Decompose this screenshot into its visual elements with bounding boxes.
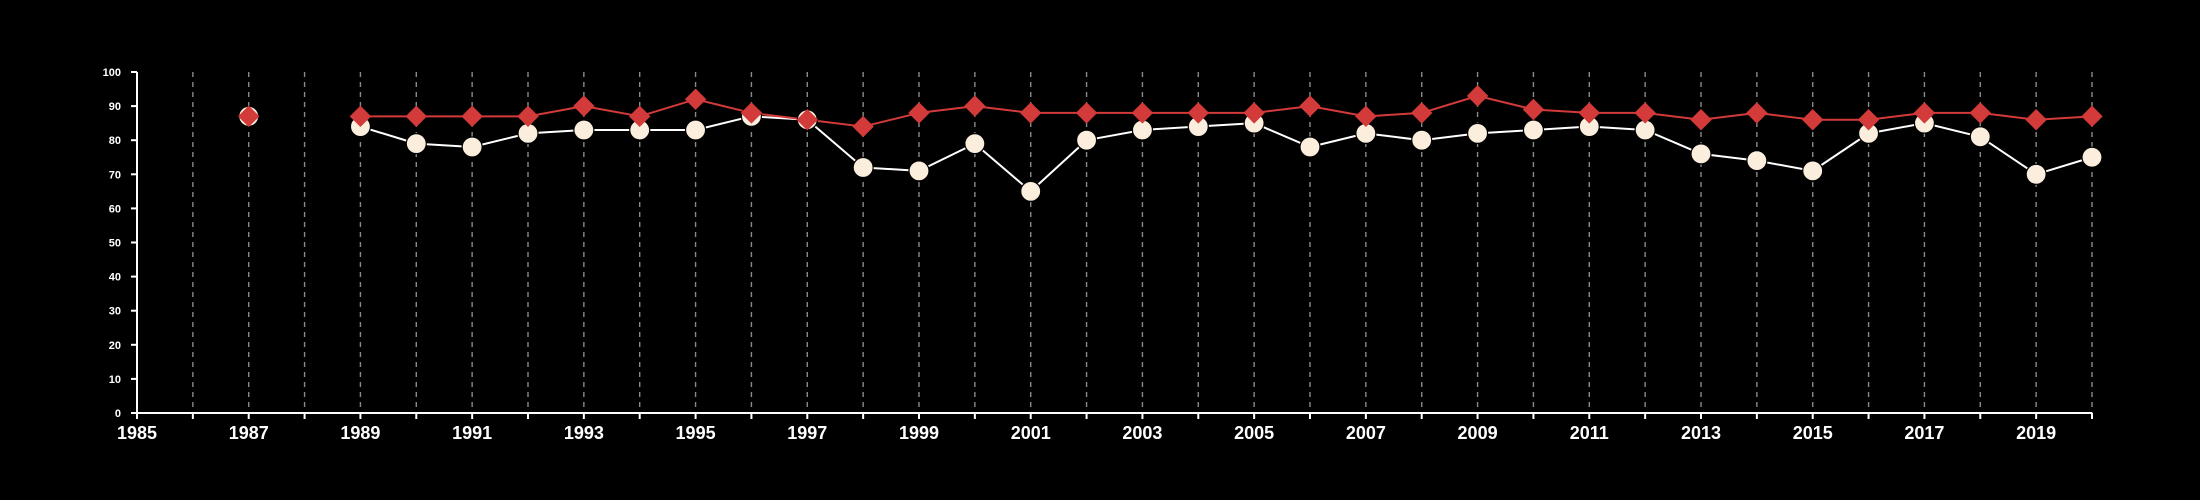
x-tick-label: 1987	[229, 423, 269, 443]
x-tick-label: 2005	[1234, 423, 1274, 443]
series-b-point-1994	[629, 105, 651, 128]
y-tick-label: 60	[109, 203, 121, 215]
y-tick-label: 20	[109, 340, 121, 352]
series-b-point-2011	[1578, 102, 1600, 124]
series-b-point-1991	[461, 105, 483, 128]
y-tick-label: 30	[109, 306, 121, 318]
series-a-point-1998	[852, 156, 874, 179]
x-tick-label: 2003	[1122, 423, 1162, 443]
series-a-point-2013	[1690, 143, 1712, 165]
series-a-point-2015	[1802, 160, 1824, 182]
series-a-point-1999	[908, 160, 930, 182]
series-a-point-2010	[1522, 119, 1545, 141]
y-tick-label: 10	[109, 374, 121, 386]
x-tick-label: 2009	[1458, 423, 1498, 443]
series-b-point-2002	[1075, 102, 1098, 124]
series-markers	[238, 85, 2103, 202]
series-b-point-1993	[573, 95, 595, 117]
series-lines	[360, 94, 2093, 193]
tick-labels: 1985 1987 1989 1991 1993 1995 1997 1999 2001 2003…	[103, 67, 2057, 443]
series-b-line	[360, 94, 2093, 128]
series-a-point-2014	[1746, 150, 1768, 172]
y-tick-label: 100	[103, 67, 121, 79]
series-a-point-2002	[1075, 129, 1098, 151]
series-b-point-2000	[964, 95, 986, 117]
x-tick-label: 1993	[564, 423, 604, 443]
x-tick-label: 2007	[1346, 423, 1386, 443]
series-a-point-2000	[964, 133, 986, 155]
series-b-point-2005	[1243, 102, 1265, 124]
series-b-point-2018	[1969, 102, 1991, 124]
series-b-point-1990	[405, 105, 427, 128]
series-b-point-2006	[1299, 95, 1321, 117]
x-tick-label: 1989	[340, 423, 380, 443]
y-tick-label: 0	[115, 408, 121, 420]
y-tick-label: 80	[109, 135, 121, 147]
series-b-point-2017	[1913, 102, 1936, 124]
series-b-point-2004	[1187, 102, 1209, 124]
series-b-point-2007	[1355, 105, 1377, 128]
x-tick-label: 2017	[1904, 423, 1944, 443]
series-b-point-2009	[1466, 85, 1489, 107]
series-a-point-2018	[1969, 126, 1991, 148]
series-a-line	[360, 115, 2093, 193]
series-a-point-1991	[461, 136, 483, 158]
series-b-point-1989	[349, 105, 372, 128]
series-b-point-1997	[796, 109, 818, 131]
series-a-point-2008	[1411, 129, 1433, 151]
series-b-point-2012	[1634, 102, 1656, 124]
series-b-point-1995	[684, 88, 707, 110]
series-a-point-2006	[1299, 136, 1321, 158]
series-a-point-2020	[2081, 146, 2103, 168]
series-b-point-2010	[1522, 98, 1545, 121]
series-b-point-1999	[908, 102, 930, 124]
series-b-point-2013	[1690, 109, 1712, 131]
series-b-point-2003	[1131, 102, 1154, 124]
series-b-point-2019	[2025, 109, 2047, 131]
y-tick-label: 70	[109, 169, 121, 181]
x-tick-label: 1997	[787, 423, 827, 443]
y-tick-label: 40	[109, 272, 121, 284]
x-tick-label: 1999	[899, 423, 939, 443]
series-b-point-1992	[517, 105, 539, 128]
x-tick-label: 2001	[1011, 423, 1051, 443]
x-tick-label: 2019	[2016, 423, 2056, 443]
series-a-point-2019	[2025, 163, 2047, 185]
series-b-point-2015	[1802, 109, 1824, 131]
x-tick-label: 2015	[1793, 423, 1833, 443]
grid-lines	[192, 72, 2093, 413]
series-b-point-2014	[1746, 102, 1768, 124]
series-b-point-1998	[852, 115, 874, 138]
x-tick-label: 1991	[452, 423, 492, 443]
series-b-point-2020	[2081, 105, 2103, 128]
series-b-point-2016	[1857, 109, 1880, 131]
series-a-point-2009	[1466, 122, 1489, 144]
series-a-point-1993	[573, 119, 595, 141]
series-b-point-2008	[1411, 102, 1433, 124]
series-b-point-1996	[740, 102, 763, 124]
series-b-point-2001	[1020, 102, 1042, 124]
y-tick-label: 90	[109, 101, 121, 113]
x-tick-label: 2013	[1681, 423, 1721, 443]
y-tick-label: 50	[109, 238, 121, 250]
series-a-point-1990	[405, 133, 427, 155]
x-tick-label: 1985	[117, 423, 157, 443]
series-a-point-2001	[1020, 180, 1042, 202]
series-b-point-1987	[238, 105, 260, 128]
series-a-point-1995	[684, 119, 707, 141]
axes	[131, 71, 2093, 419]
x-tick-label: 1995	[676, 423, 716, 443]
x-tick-label: 2011	[1570, 423, 1609, 443]
